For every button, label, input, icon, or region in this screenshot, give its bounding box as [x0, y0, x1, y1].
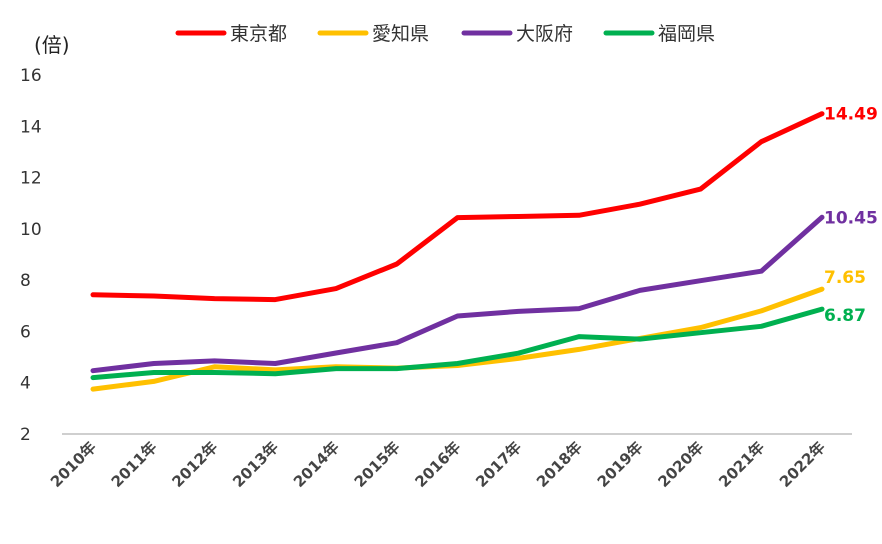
end-labels: 14.49 7.65 10.45 6.87: [824, 105, 878, 326]
end-label-3: 6.87: [824, 306, 866, 326]
x-axis-ticks: 2010年 2011年 2012年 2013年 2014年 2015年 2016年 2017年…: [47, 438, 829, 491]
y-tick-label: 2: [20, 425, 31, 445]
x-tick-label: 2014年: [290, 438, 343, 491]
x-tick-label: 2011年: [108, 438, 161, 491]
y-tick-label: 10: [20, 220, 42, 240]
x-tick-label: 2015年: [351, 438, 404, 491]
end-label-1: 7.65: [824, 268, 866, 288]
y-tick-label: 6: [20, 322, 31, 342]
end-label-2: 10.45: [824, 208, 878, 228]
end-label-0: 14.49: [824, 105, 878, 125]
x-tick-label: 2020年: [654, 438, 707, 491]
y-axis-ticks: 2 4 6 8 10 12 14 16: [20, 66, 42, 445]
series-line-0: [90, 111, 825, 303]
x-tick-label: 2017年: [472, 438, 525, 491]
y-tick-label: 4: [20, 374, 31, 394]
series-line-2: [90, 214, 825, 374]
series-lines: [90, 111, 825, 392]
x-tick-label: 2022年: [776, 438, 829, 491]
legend-label-2: 大阪府: [516, 23, 573, 45]
x-tick-label: 2012年: [168, 438, 221, 491]
series-line-3: [90, 306, 825, 381]
x-tick-label: 2013年: [229, 438, 282, 491]
y-tick-label: 14: [20, 117, 42, 137]
y-tick-label: 12: [20, 169, 42, 189]
x-tick-label: 2021年: [715, 438, 768, 491]
y-tick-label: 16: [20, 66, 42, 86]
x-tick-label: 2019年: [594, 438, 647, 491]
y-tick-label: 8: [20, 271, 31, 291]
x-tick-label: 2018年: [533, 438, 586, 491]
x-tick-label: 2010年: [47, 438, 100, 491]
legend-label-1: 愛知県: [372, 23, 429, 45]
legend: 東京都 愛知県 大阪府 福岡県: [175, 23, 715, 45]
legend-label-0: 東京都: [230, 23, 287, 45]
x-tick-label: 2016年: [411, 438, 464, 491]
y-unit-label: (倍): [34, 33, 70, 57]
legend-label-3: 福岡県: [658, 23, 715, 45]
